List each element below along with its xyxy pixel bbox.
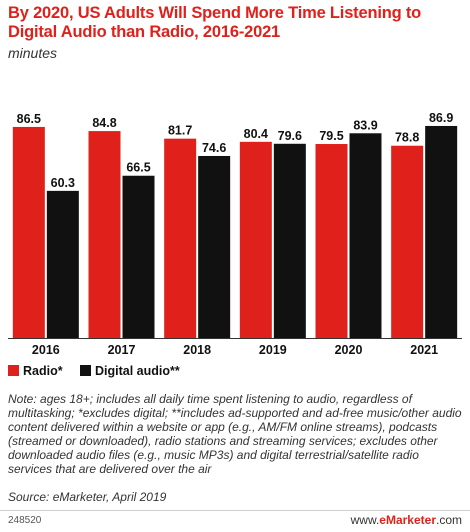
- data-label: 80.4: [244, 127, 268, 141]
- bar-radio-2021: [391, 145, 424, 338]
- x-tick-label: 2019: [259, 343, 287, 357]
- data-label: 74.6: [202, 141, 226, 155]
- data-label: 84.8: [92, 116, 116, 130]
- bar-radio-2020: [315, 144, 348, 338]
- legend-swatch-digital-audio: [80, 365, 91, 376]
- x-tick-label: 2021: [410, 343, 438, 357]
- bar-digital-audio-2020: [349, 133, 382, 338]
- data-label: 79.5: [319, 129, 343, 143]
- legend-label: Radio*: [23, 364, 63, 378]
- bar-chart: 86.5 60.3 2016 84.8 66.5 2017 81.7 74.6 2018 80.4…: [8, 111, 462, 378]
- data-label: 66.5: [126, 161, 150, 175]
- x-tick-label: 2018: [183, 343, 211, 357]
- data-label: 83.9: [353, 118, 377, 132]
- x-tick-label: 2020: [335, 343, 363, 357]
- legend-swatch-radio: [8, 365, 19, 376]
- chart-subtitle: minutes: [8, 45, 58, 61]
- data-label: 78.8: [395, 131, 419, 145]
- data-label: 86.5: [17, 112, 41, 126]
- bar-radio-2019: [239, 141, 272, 338]
- data-label: 86.9: [429, 111, 453, 125]
- bar-digital-audio-2021: [425, 125, 458, 339]
- chart-note: Note: ages 18+; includes all daily time …: [8, 392, 462, 476]
- chart-id: 248520: [8, 515, 42, 526]
- bar-radio-2018: [164, 138, 197, 338]
- emarketer-logo: www.eMarketer.com: [350, 513, 462, 527]
- data-label: 60.3: [51, 176, 75, 190]
- chart-title: By 2020, US Adults Will Spend More Time …: [8, 4, 422, 41]
- bar-radio-2016: [12, 126, 45, 338]
- bar-digital-audio-2016: [46, 190, 79, 338]
- legend-label: Digital audio**: [95, 364, 180, 378]
- data-label: 79.6: [278, 129, 302, 143]
- x-tick-label: 2016: [32, 343, 60, 357]
- x-tick-label: 2017: [108, 343, 136, 357]
- bar-radio-2017: [88, 131, 121, 338]
- chart-source: Source: eMarketer, April 2019: [8, 490, 167, 504]
- bar-digital-audio-2019: [273, 143, 306, 338]
- bar-digital-audio-2018: [198, 155, 231, 338]
- data-label: 81.7: [168, 124, 192, 138]
- bar-digital-audio-2017: [122, 175, 155, 338]
- footer-divider: [0, 510, 470, 511]
